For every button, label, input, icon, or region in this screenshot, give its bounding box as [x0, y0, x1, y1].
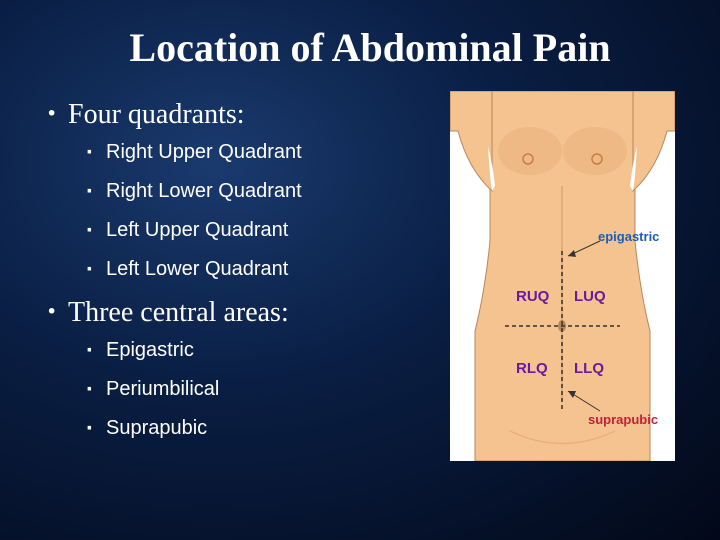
- section-heading-central: Three central areas:: [40, 297, 450, 329]
- label-epigastric: epigastric: [598, 229, 659, 244]
- abdomen-diagram: epigastric RUQ LUQ RLQ LLQ suprapubic: [450, 91, 675, 461]
- list-item: Left Upper Quadrant: [40, 219, 450, 242]
- label-rlq: RLQ: [516, 360, 548, 377]
- list-item: Epigastric: [40, 339, 450, 362]
- slide-title: Location of Abdominal Pain: [60, 24, 680, 71]
- slide: Location of Abdominal Pain Four quadrant…: [0, 0, 720, 540]
- content-row: Four quadrants: Right Upper Quadrant Rig…: [40, 89, 680, 466]
- label-suprapubic: suprapubic: [588, 412, 658, 427]
- label-ruq: RUQ: [516, 288, 550, 305]
- list-item: Left Lower Quadrant: [40, 258, 450, 281]
- label-luq: LUQ: [574, 288, 606, 305]
- list-item: Suprapubic: [40, 417, 450, 440]
- section-heading-quadrants: Four quadrants:: [40, 99, 450, 131]
- list-item: Right Lower Quadrant: [40, 180, 450, 203]
- list-item: Right Upper Quadrant: [40, 141, 450, 164]
- list-item: Periumbilical: [40, 378, 450, 401]
- label-llq: LLQ: [574, 360, 604, 377]
- text-column: Four quadrants: Right Upper Quadrant Rig…: [40, 89, 450, 466]
- diagram-column: epigastric RUQ LUQ RLQ LLQ suprapubic: [450, 89, 680, 466]
